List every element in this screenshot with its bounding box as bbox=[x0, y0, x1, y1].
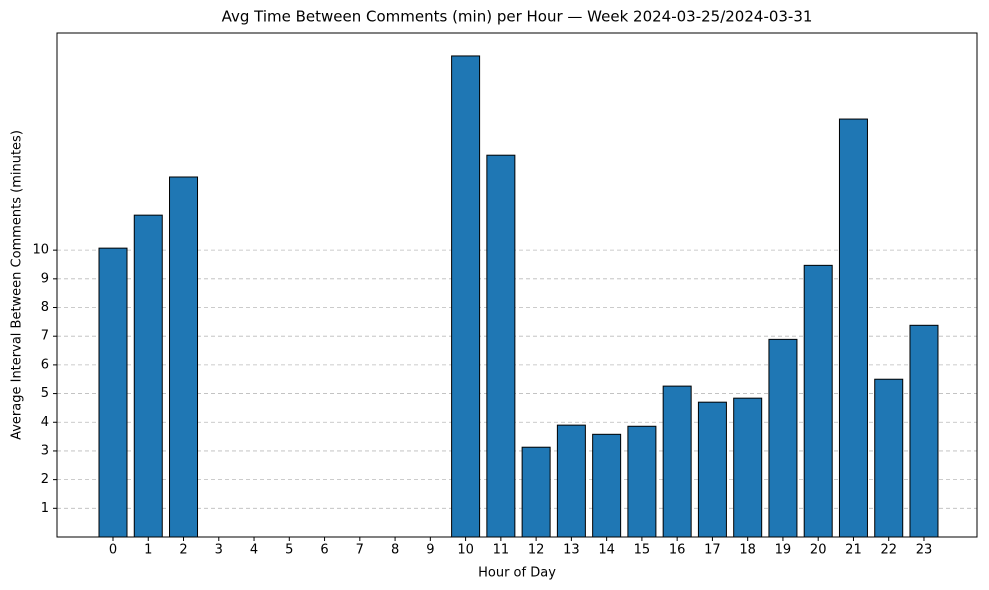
x-axis-label: Hour of Day bbox=[478, 566, 556, 581]
x-tick-label: 6 bbox=[320, 543, 328, 558]
bar bbox=[98, 247, 128, 538]
y-tick-label: 3 bbox=[41, 443, 49, 458]
bar bbox=[838, 118, 868, 538]
x-tick-label: 19 bbox=[775, 543, 792, 558]
x-tick-label: 4 bbox=[250, 543, 258, 558]
x-tick-label: 20 bbox=[810, 543, 827, 558]
bar bbox=[697, 401, 727, 538]
y-tick-label: 2 bbox=[41, 472, 49, 487]
bar bbox=[486, 154, 516, 538]
bar bbox=[133, 214, 163, 538]
bar bbox=[556, 424, 586, 538]
x-tick-label: 17 bbox=[704, 543, 721, 558]
x-tick-label: 18 bbox=[739, 543, 756, 558]
y-tick-label: 10 bbox=[32, 243, 49, 258]
x-tick-label: 0 bbox=[109, 543, 117, 558]
y-tick-label: 6 bbox=[41, 357, 49, 372]
bar bbox=[733, 397, 763, 538]
y-tick-label: 9 bbox=[41, 271, 49, 286]
bar bbox=[627, 425, 657, 538]
bar bbox=[803, 264, 833, 538]
y-tick-label: 1 bbox=[41, 501, 49, 516]
bar bbox=[874, 378, 904, 538]
bar bbox=[592, 433, 622, 538]
plot-frame bbox=[56, 32, 978, 538]
x-tick-label: 9 bbox=[426, 543, 434, 558]
x-tick-label: 2 bbox=[179, 543, 187, 558]
bar bbox=[909, 324, 939, 538]
x-tick-label: 12 bbox=[528, 543, 545, 558]
chart-title: Avg Time Between Comments (min) per Hour… bbox=[222, 8, 813, 26]
bar bbox=[451, 55, 481, 538]
x-tick-label: 3 bbox=[215, 543, 223, 558]
bar bbox=[768, 338, 798, 538]
x-tick-label: 11 bbox=[493, 543, 510, 558]
x-tick-label: 16 bbox=[669, 543, 686, 558]
x-tick-label: 1 bbox=[144, 543, 152, 558]
x-tick-label: 23 bbox=[916, 543, 933, 558]
bar bbox=[662, 385, 692, 538]
y-tick-label: 5 bbox=[41, 386, 49, 401]
x-tick-label: 7 bbox=[356, 543, 364, 558]
x-tick-label: 13 bbox=[563, 543, 580, 558]
y-tick-label: 4 bbox=[41, 415, 49, 430]
x-tick-label: 10 bbox=[457, 543, 474, 558]
x-tick-label: 8 bbox=[391, 543, 399, 558]
x-tick-label: 15 bbox=[634, 543, 651, 558]
y-tick-label: 7 bbox=[41, 329, 49, 344]
x-tick-label: 14 bbox=[598, 543, 615, 558]
x-tick-label: 5 bbox=[285, 543, 293, 558]
x-tick-label: 21 bbox=[845, 543, 862, 558]
y-axis-label: Average Interval Between Comments (minut… bbox=[10, 130, 25, 440]
x-tick-label: 22 bbox=[880, 543, 897, 558]
bar bbox=[169, 176, 199, 538]
bar bbox=[521, 446, 551, 538]
y-tick-label: 8 bbox=[41, 300, 49, 315]
